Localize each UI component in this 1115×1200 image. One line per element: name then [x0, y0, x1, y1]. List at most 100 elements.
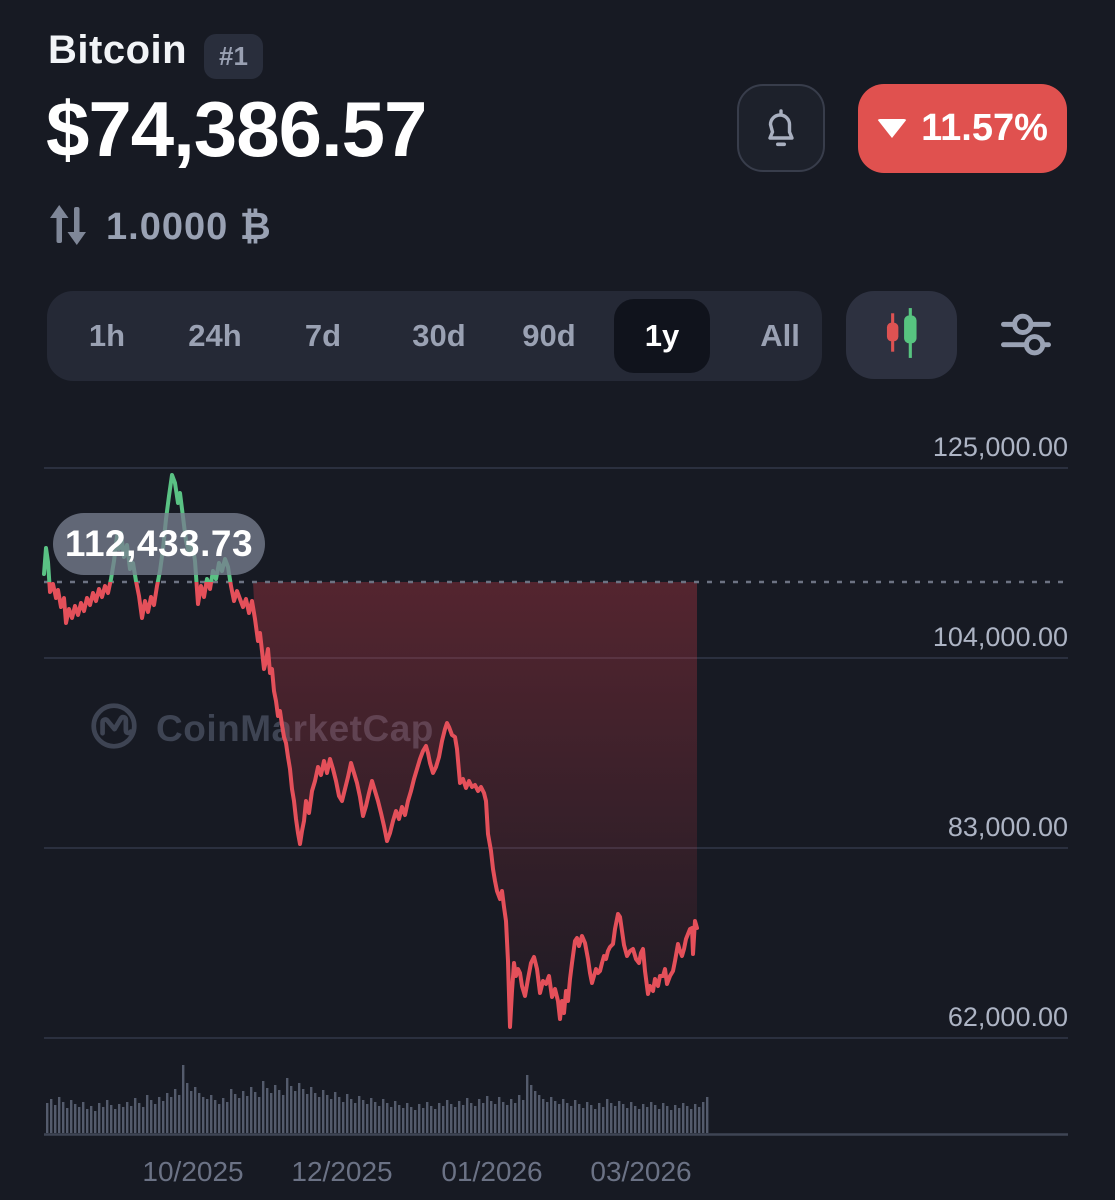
volume-bar — [450, 1104, 453, 1133]
volume-bar — [366, 1104, 369, 1133]
volume-bar — [298, 1083, 301, 1133]
range-tab-7d[interactable]: 7d — [304, 318, 342, 353]
volume-bar — [374, 1102, 377, 1133]
volume-bar — [126, 1102, 129, 1133]
volume-bar — [394, 1101, 397, 1133]
volume-bar — [690, 1109, 693, 1133]
volume-bar — [506, 1105, 509, 1133]
volume-bar — [166, 1093, 169, 1133]
volume-bar — [262, 1081, 265, 1133]
volume-bar — [634, 1106, 637, 1133]
price-change-badge[interactable]: 11.57% — [858, 84, 1067, 173]
volume-bar — [670, 1110, 673, 1133]
range-tab-bar: 1h 24h 7d 30d 90d 1y All — [47, 291, 822, 381]
volume-bar — [526, 1075, 529, 1133]
sliders-icon — [996, 304, 1056, 369]
volume-bar — [134, 1098, 137, 1133]
chart-settings-button[interactable] — [995, 305, 1057, 367]
volume-bar — [142, 1107, 145, 1133]
volume-bar — [342, 1102, 345, 1133]
volume-bar — [362, 1100, 365, 1133]
volume-bar — [306, 1094, 309, 1133]
x-axis-label: 03/2026 — [590, 1156, 692, 1187]
volume-bar — [550, 1097, 553, 1133]
volume-bar — [502, 1102, 505, 1133]
volume-bar — [186, 1083, 189, 1133]
volume-bar — [314, 1093, 317, 1133]
volume-bar — [114, 1109, 117, 1133]
volume-bar — [206, 1099, 209, 1133]
volume-bar — [598, 1103, 601, 1133]
volume-bar — [94, 1111, 97, 1133]
volume-bar — [102, 1107, 105, 1133]
volume-bar — [270, 1093, 273, 1133]
volume-bar — [694, 1104, 697, 1133]
volume-bar — [470, 1103, 473, 1133]
volume-bar — [618, 1101, 621, 1133]
range-tab-90d[interactable]: 90d — [522, 318, 576, 353]
volume-bar — [122, 1107, 125, 1133]
volume-bar — [90, 1106, 93, 1133]
range-tab-all[interactable]: All — [760, 318, 800, 353]
volume-bar — [570, 1106, 573, 1133]
coin-price: $74,386.57 — [46, 85, 427, 173]
volume-bar — [698, 1107, 701, 1133]
volume-bar — [594, 1109, 597, 1133]
volume-bar — [254, 1092, 257, 1133]
range-tab-30d[interactable]: 30d — [412, 318, 466, 353]
volume-bar — [110, 1105, 113, 1133]
volume-bar — [490, 1101, 493, 1133]
volume-bar — [346, 1094, 349, 1133]
y-axis-label: 104,000.00 — [932, 622, 1068, 652]
volume-bar — [106, 1100, 109, 1133]
volume-bar — [578, 1104, 581, 1133]
price-alert-button[interactable] — [737, 84, 825, 172]
volume-bar — [518, 1095, 521, 1133]
volume-bar — [290, 1086, 293, 1133]
volume-bar — [582, 1108, 585, 1133]
volume-bar — [406, 1103, 409, 1133]
swap-arrows-icon[interactable] — [46, 202, 90, 253]
volume-bar — [158, 1097, 161, 1133]
volume-bar — [430, 1106, 433, 1133]
volume-bar — [258, 1097, 261, 1133]
volume-bar — [182, 1065, 185, 1133]
volume-bar — [50, 1099, 53, 1133]
volume-bar — [474, 1106, 477, 1133]
chart-type-button[interactable] — [846, 291, 957, 379]
volume-bar — [706, 1097, 709, 1133]
volume-bar — [666, 1106, 669, 1133]
volume-bar — [602, 1107, 605, 1133]
volume-bar — [546, 1102, 549, 1133]
volume-bar — [402, 1108, 405, 1133]
volume-bar — [626, 1108, 629, 1133]
volume-bar — [350, 1099, 353, 1133]
volume-bar — [194, 1087, 197, 1133]
selected-range-chip — [614, 299, 710, 373]
volume-bar — [614, 1106, 617, 1133]
volume-bar — [478, 1099, 481, 1133]
range-tab-1y[interactable]: 1y — [644, 318, 680, 353]
volume-bar — [458, 1101, 461, 1133]
volume-bar — [278, 1090, 281, 1133]
volume-bar — [170, 1097, 173, 1133]
x-axis-label: 01/2026 — [441, 1156, 543, 1187]
volume-bar — [554, 1101, 557, 1133]
drawdown-area — [253, 582, 697, 1027]
volume-bar — [422, 1108, 425, 1133]
price-line-down — [47, 582, 699, 1029]
volume-bar — [534, 1091, 537, 1133]
volume-bar — [174, 1089, 177, 1133]
volume-bar — [390, 1107, 393, 1133]
volume-bar — [330, 1099, 333, 1133]
volume-bar — [98, 1103, 101, 1133]
range-tab-24h[interactable]: 24h — [188, 318, 242, 353]
triangle-down-icon — [877, 119, 908, 138]
range-tab-1h[interactable]: 1h — [88, 318, 126, 353]
volume-bar — [326, 1095, 329, 1133]
volume-bar — [162, 1101, 165, 1133]
bell-icon — [757, 102, 805, 155]
x-axis-label: 12/2025 — [291, 1156, 393, 1187]
